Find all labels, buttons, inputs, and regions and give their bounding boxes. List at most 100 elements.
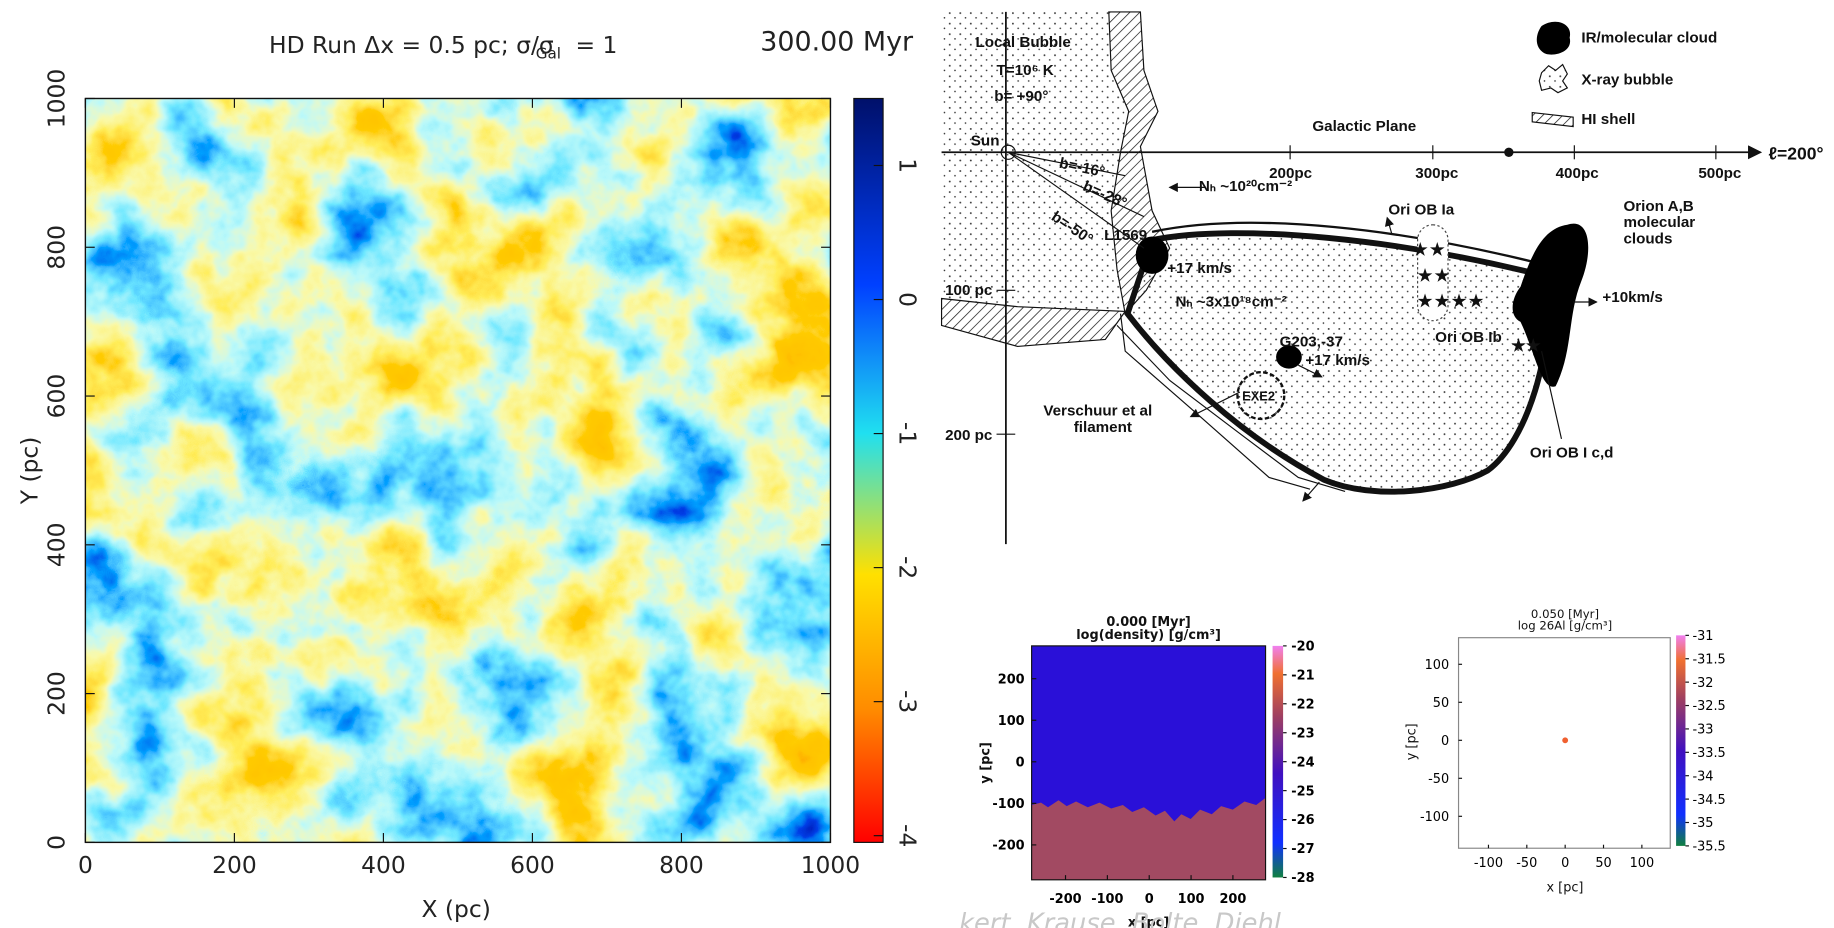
- colorbar-tick-label: -35.5: [1692, 840, 1725, 855]
- y-tick-label: 0: [1441, 734, 1449, 749]
- x-tick-label: 50: [1595, 856, 1611, 871]
- y-tick-label: -50: [1428, 772, 1449, 787]
- label: EXE2: [1242, 388, 1275, 403]
- label: Verschuur et al: [1043, 402, 1152, 419]
- label: Sun: [971, 132, 1000, 149]
- y-axis-label: y [pc]: [1404, 723, 1419, 760]
- label: L1569: [1104, 227, 1147, 244]
- colorbar-tick-label: -34.5: [1692, 793, 1725, 808]
- x-tick-label: 0: [78, 851, 93, 879]
- label: Nₕ ~3x10¹⁸cm⁻²: [1175, 294, 1286, 311]
- colorbar-tick-label: -33: [1692, 723, 1713, 738]
- field-image: [85, 98, 830, 842]
- colorbar-tick-label: -34: [1692, 769, 1713, 784]
- stars: ★★: [1511, 337, 1541, 355]
- x-tick-label: 100: [1178, 892, 1205, 907]
- label: Orion A,B: [1623, 198, 1693, 215]
- x-tick-label: 0: [1145, 892, 1154, 907]
- x-tick-label: 200: [212, 851, 257, 879]
- title: log 26Al [g/cm³]: [1518, 619, 1612, 633]
- stars: ★★★★: [1418, 293, 1486, 311]
- orion-eridanus-diagram: ★★ ★★ ★★★★ ★★ Local Bubble T=10⁶ K b= +9…: [942, 12, 1824, 544]
- x-tick-label: 1000: [801, 851, 861, 879]
- label: Ori OB Ib: [1435, 329, 1502, 346]
- stars: ★★: [1418, 267, 1452, 285]
- colorbar-tick-label: -35: [1692, 816, 1713, 831]
- density-panel: 0.000 [Myr] log(density) [g/cm³] x [pc] …: [979, 615, 1284, 928]
- label: ℓ=200°: [1769, 143, 1824, 163]
- label: filament: [1074, 419, 1132, 436]
- y-tick-label: 1000: [42, 69, 70, 129]
- x-tick-label: -50: [1516, 856, 1537, 871]
- label: 300pc: [1415, 165, 1458, 182]
- legend-xray-swatch: [1539, 65, 1567, 93]
- colorbar: [1273, 646, 1284, 878]
- legend-hi-swatch: [1532, 113, 1573, 127]
- x-tick-label: -100: [1474, 856, 1503, 871]
- y-tick-label: 50: [1433, 696, 1449, 711]
- y-tick-label: 0: [1016, 755, 1025, 770]
- x-tick-label: 600: [510, 851, 555, 879]
- x-tick-label: 100: [1630, 856, 1655, 871]
- title: log(density) [g/cm³]: [1076, 628, 1221, 643]
- label: +17 km/s: [1167, 260, 1232, 277]
- colorbar-tick-label: -22: [1291, 697, 1314, 712]
- colorbar-tick-label: -20: [1291, 640, 1314, 655]
- x-tick-label: -100: [1091, 892, 1123, 907]
- colorbar-tick-label: -4: [893, 824, 921, 847]
- label: Nₕ ~10²⁰cm⁻²: [1199, 178, 1292, 195]
- title-end: = 1: [575, 31, 617, 59]
- colorbar-tick-label: -3: [893, 690, 921, 713]
- label: 500pc: [1698, 165, 1741, 182]
- x-tick-label: 200: [1219, 892, 1246, 907]
- aluminium-panel: 0.050 [Myr] log 26Al [g/cm³] x [pc] y [p…: [1404, 607, 1685, 896]
- footer-credit: kert, Krause, Bolte, Diehl: [959, 908, 1282, 928]
- label: b= +90°: [994, 88, 1048, 105]
- y-tick-label: 200: [42, 671, 70, 716]
- y-tick-label: 400: [42, 523, 70, 568]
- label: +10km/s: [1602, 289, 1662, 306]
- x-tick-label: 400: [361, 851, 406, 879]
- y-tick-label: 0: [42, 835, 70, 850]
- label: Ori OB Ia: [1388, 201, 1454, 218]
- time-label: 300.00 Myr: [760, 27, 914, 58]
- label: molecular: [1623, 214, 1695, 231]
- colorbar-tick-label: -31: [1692, 629, 1713, 644]
- colorbar-tick-label: -27: [1291, 842, 1314, 857]
- point: [1562, 737, 1568, 743]
- colorbar-tick-label: -32.5: [1692, 699, 1725, 714]
- arrow: [1303, 482, 1319, 501]
- y-tick-label: -100: [1420, 810, 1449, 825]
- colorbar-tick-label: -21: [1291, 669, 1314, 684]
- x-tick-label: 0: [1561, 856, 1569, 871]
- label: 100 pc: [945, 282, 992, 299]
- label: X-ray bubble: [1581, 71, 1673, 88]
- colorbar-tick-label: -33.5: [1692, 746, 1725, 761]
- colorbar-tick-label: -24: [1291, 755, 1314, 770]
- stars: ★★: [1413, 241, 1447, 259]
- title: HD Run Δx = 0.5 pc; σ/σ: [269, 31, 554, 59]
- label: G203,-37: [1280, 333, 1343, 350]
- colorbar-tick-label: 1: [893, 158, 921, 173]
- title-subscript: Gal: [536, 45, 561, 63]
- label: Galactic Plane: [1312, 118, 1416, 135]
- arrow: [1387, 218, 1392, 234]
- label: T=10⁶ K: [997, 62, 1054, 79]
- x-tick-label: 800: [659, 851, 704, 879]
- label: HI shell: [1581, 111, 1635, 128]
- y-tick-label: 200: [998, 672, 1025, 687]
- y-tick-label: 600: [42, 374, 70, 419]
- y-axis-label: y [pc]: [979, 742, 994, 783]
- colorbar-tick-label: -26: [1291, 813, 1314, 828]
- y-tick-label: 800: [42, 225, 70, 270]
- colorbar-tick-label: -1: [893, 422, 921, 445]
- x-axis-label: X (pc): [421, 895, 490, 923]
- label: IR/molecular cloud: [1581, 29, 1717, 46]
- y-tick-label: -200: [992, 839, 1024, 854]
- colorbar-tick-label: -25: [1291, 784, 1314, 799]
- colorbar-tick-label: -31.5: [1692, 652, 1725, 667]
- figure: HD Run Δx = 0.5 pc; σ/σ Gal = 1 300.00 M…: [0, 0, 1834, 928]
- label: Local Bubble: [975, 34, 1070, 51]
- colorbar-tick-label: -28: [1291, 871, 1314, 886]
- left-panel: HD Run Δx = 0.5 pc; σ/σ Gal = 1 300.00 M…: [15, 27, 914, 924]
